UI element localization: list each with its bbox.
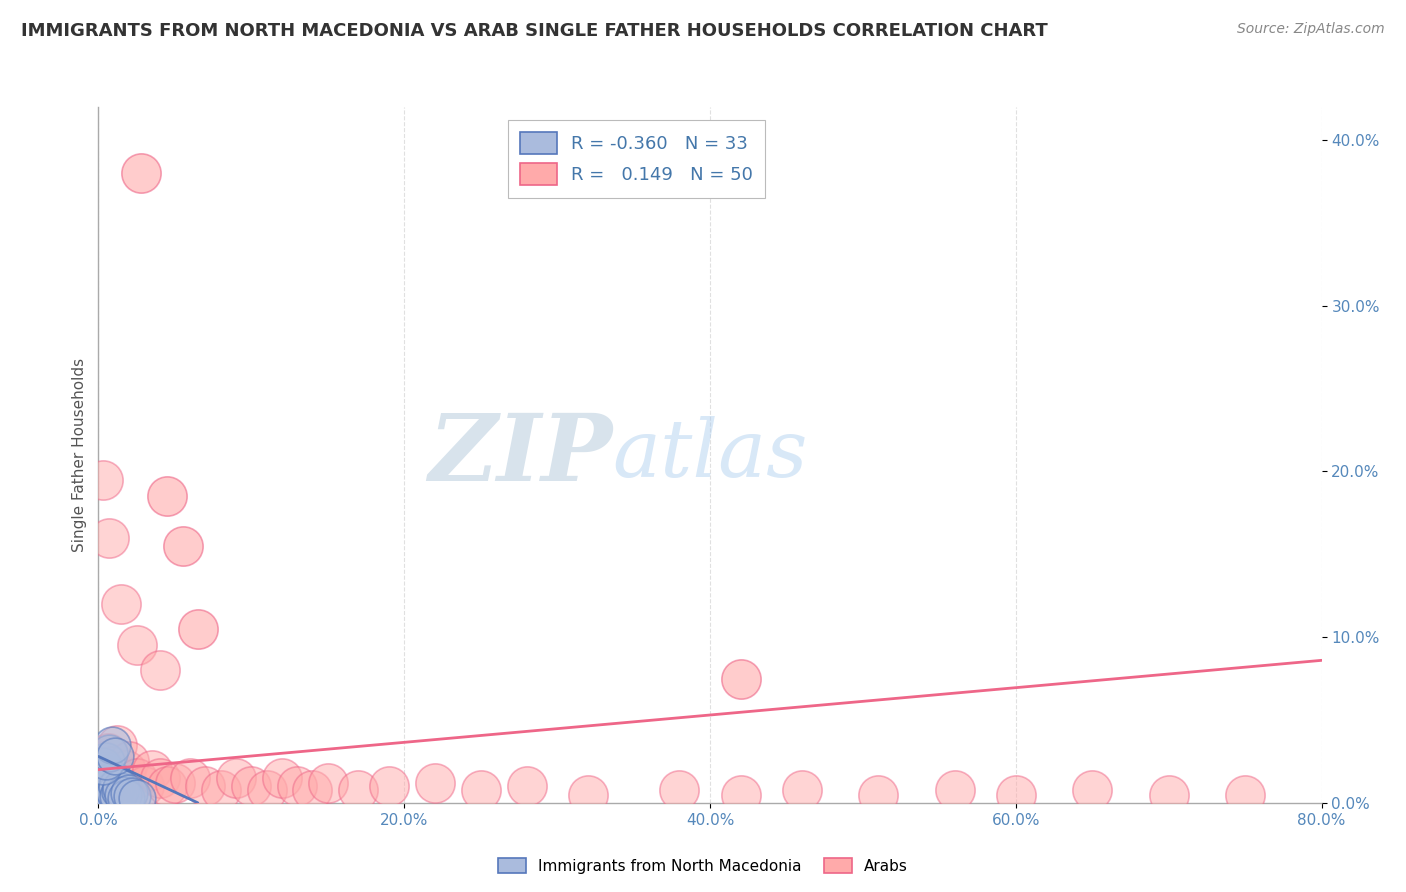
Point [98,778,121,792]
Point [97,780,120,795]
Point [94,776,117,790]
Point [347,782,370,797]
Point [101,738,124,752]
Point [194,779,217,793]
Point [121,789,143,804]
Point [141,763,163,777]
Point [423,776,446,790]
Point [110,780,132,795]
Point [115,763,138,777]
Point [149,663,172,677]
Point [107,789,129,804]
Text: atlas: atlas [612,417,807,493]
Point [576,788,599,802]
Point [172,539,194,553]
Point [91,776,114,790]
Point [256,782,278,797]
Point [1234,788,1257,802]
Legend: Immigrants from North Macedonia, Arabs: Immigrants from North Macedonia, Arabs [492,852,914,880]
Point [156,779,179,793]
Point [516,779,538,793]
Point [163,776,186,790]
Point [108,771,131,785]
Point [470,782,492,797]
Text: IMMIGRANTS FROM NORTH MACEDONIA VS ARAB SINGLE FATHER HOUSEHOLDS CORRELATION CHA: IMMIGRANTS FROM NORTH MACEDONIA VS ARAB … [21,22,1047,40]
Point [108,784,131,798]
Point [225,771,247,785]
Point [93,763,115,777]
Point [730,672,752,686]
Point [93,784,115,798]
Point [89,779,111,793]
Point [98,531,121,545]
Point [94,766,117,780]
Point [149,771,172,785]
Point [301,782,323,797]
Point [100,759,122,773]
Point [104,749,127,764]
Point [91,759,114,773]
Point [104,786,127,800]
Point [378,779,401,793]
Y-axis label: Single Father Households: Single Father Households [72,358,87,552]
Point [94,755,117,769]
Point [100,774,122,789]
Point [868,788,890,802]
Point [110,597,132,611]
Point [93,763,115,777]
Point [316,776,339,790]
Point [100,784,122,798]
Legend: R = -0.360   N = 33, R =   0.149   N = 50: R = -0.360 N = 33, R = 0.149 N = 50 [508,120,765,198]
Point [111,788,134,802]
Point [209,782,232,797]
Point [105,738,128,752]
Point [103,782,125,797]
Point [91,473,114,487]
Point [101,788,124,802]
Point [103,772,125,787]
Text: Source: ZipAtlas.com: Source: ZipAtlas.com [1237,22,1385,37]
Point [1004,788,1026,802]
Point [94,786,117,800]
Point [125,639,148,653]
Point [98,746,121,760]
Point [97,746,120,760]
Point [125,771,148,785]
Point [240,779,263,793]
Text: ZIP: ZIP [427,410,612,500]
Point [270,771,292,785]
Point [156,489,179,503]
Point [91,755,114,769]
Point [115,790,138,805]
Point [90,782,112,797]
Point [111,779,134,793]
Point [90,771,112,785]
Point [98,779,121,793]
Point [1081,782,1104,797]
Point [1157,788,1180,802]
Point [90,771,112,785]
Point [134,779,156,793]
Point [129,166,152,180]
Point [97,789,120,804]
Point [668,782,690,797]
Point [103,782,125,797]
Point [730,788,752,802]
Point [790,782,813,797]
Point [89,766,111,780]
Point [105,779,128,793]
Point [187,622,209,636]
Point [943,782,966,797]
Point [91,788,114,802]
Point [118,755,141,769]
Point [118,786,141,800]
Point [179,771,201,785]
Point [125,790,148,805]
Point [98,769,121,783]
Point [285,779,308,793]
